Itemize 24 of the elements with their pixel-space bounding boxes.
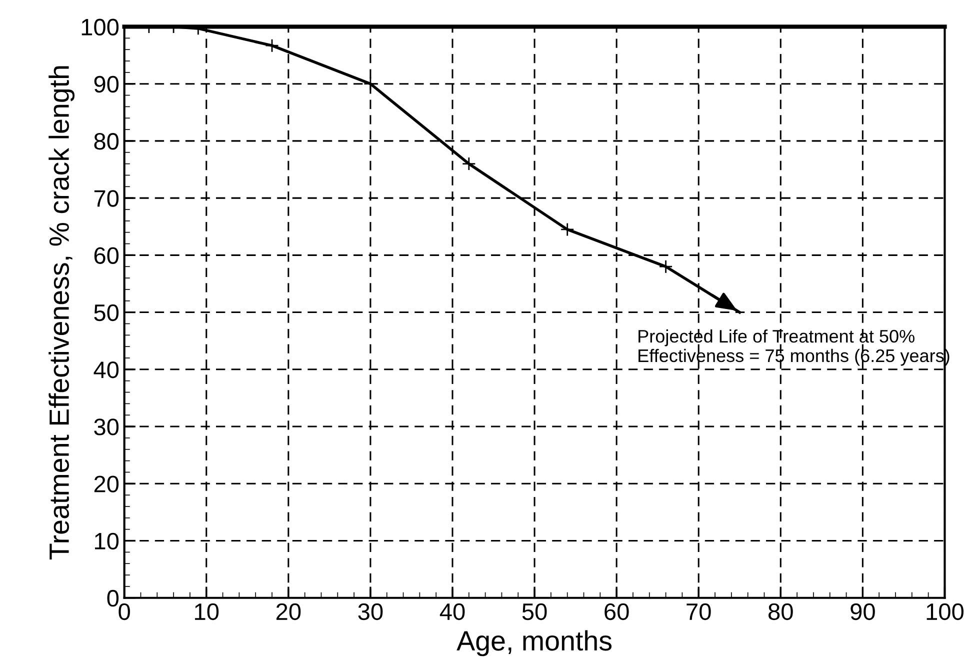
y-tick-label: 70 [94, 190, 119, 207]
x-tick-label: 100 [926, 603, 964, 620]
x-tick-label: 80 [768, 603, 793, 620]
y-axis-title: Treatment Effectiveness, % crack length [48, 66, 75, 560]
x-tick-label: 60 [604, 603, 629, 620]
x-tick-label: 30 [358, 603, 383, 620]
y-tick-label: 20 [94, 476, 119, 492]
y-tick-label: 10 [95, 532, 119, 550]
x-tick-label: 90 [850, 603, 875, 620]
y-tick-label: 30 [94, 418, 119, 436]
x-tick-label: 20 [276, 603, 301, 620]
x-tick-label: 50 [522, 603, 547, 620]
x-axis-title: Age, months [456, 630, 612, 656]
x-tick-label: 10 [195, 603, 219, 620]
x-tick-label: 70 [686, 603, 711, 620]
x-tick-label: 0 [118, 603, 130, 620]
y-tick-label: 60 [94, 247, 119, 264]
y-tick-label: 40 [94, 361, 119, 378]
x-tick-label: 40 [440, 603, 465, 620]
y-tick-label: 100 [82, 18, 119, 36]
y-tick-label: 50 [94, 304, 119, 322]
y-tick-label: 80 [94, 133, 119, 150]
y-tick-label: 0 [107, 590, 119, 607]
y-tick-label: 90 [94, 76, 119, 93]
